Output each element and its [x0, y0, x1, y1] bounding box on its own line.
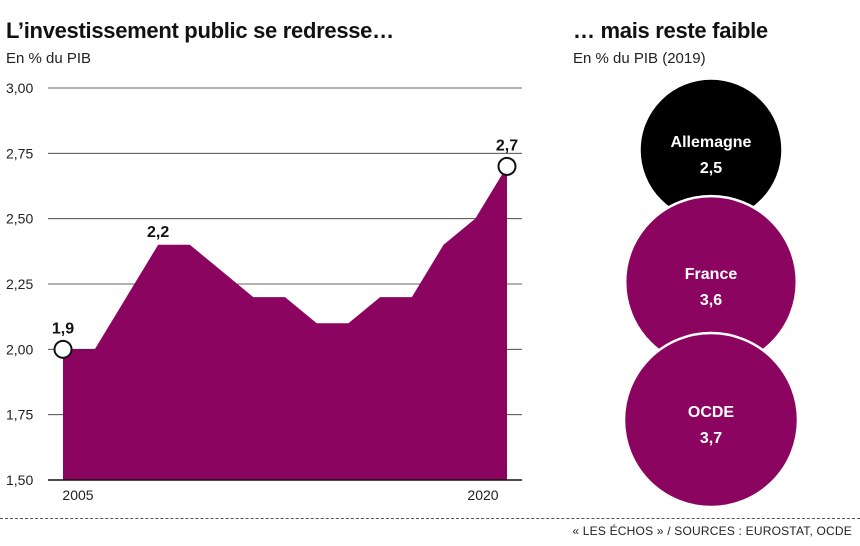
- data-label: 2,2: [147, 224, 169, 241]
- bubble-value: 2,5: [700, 160, 722, 177]
- left-chart-title: L’investissement public se redresse…: [6, 18, 394, 43]
- data-point-marker: [53, 339, 73, 359]
- country-bubbles: Allemagne 2,5 France 3,6 OCDE 3,7: [622, 77, 800, 509]
- data-labels: 1,9 2,2 2,7: [52, 137, 518, 359]
- data-point-marker: [497, 156, 517, 176]
- x-tick-labels: 2005 2020: [62, 487, 498, 503]
- bubble-label: OCDE: [688, 404, 735, 421]
- data-label: 2,7: [496, 137, 518, 154]
- data-label: 1,9: [52, 320, 74, 337]
- x-tick-label: 2020: [467, 487, 498, 503]
- y-tick-label: 1,50: [6, 472, 33, 488]
- right-chart-subtitle: En % du PIB (2019): [573, 50, 706, 67]
- y-tick-label: 2,50: [6, 211, 33, 227]
- y-tick-label: 3,00: [6, 80, 33, 96]
- bubble-value: 3,6: [700, 292, 722, 309]
- y-tick-label: 2,75: [6, 145, 33, 161]
- right-chart-title: … mais reste faible: [573, 18, 768, 43]
- bubble-value: 3,7: [700, 430, 722, 447]
- y-tick-label: 2,25: [6, 276, 33, 292]
- bubble-ocde: [622, 331, 800, 509]
- y-tick-label: 2,00: [6, 341, 33, 357]
- left-chart-subtitle: En % du PIB: [6, 50, 92, 67]
- bubble-label: Allemagne: [671, 134, 752, 151]
- y-tick-label: 1,75: [6, 407, 33, 423]
- footer-divider: [0, 518, 860, 519]
- bubble-label: France: [685, 266, 738, 283]
- source-credit: « LES ÉCHOS » / SOURCES : EUROSTAT, OCDE: [572, 524, 852, 538]
- y-tick-labels: 3,00 2,75 2,50 2,25 2,00 1,75 1,50: [6, 80, 33, 488]
- x-tick-label: 2005: [62, 487, 93, 503]
- investment-area: [63, 166, 507, 480]
